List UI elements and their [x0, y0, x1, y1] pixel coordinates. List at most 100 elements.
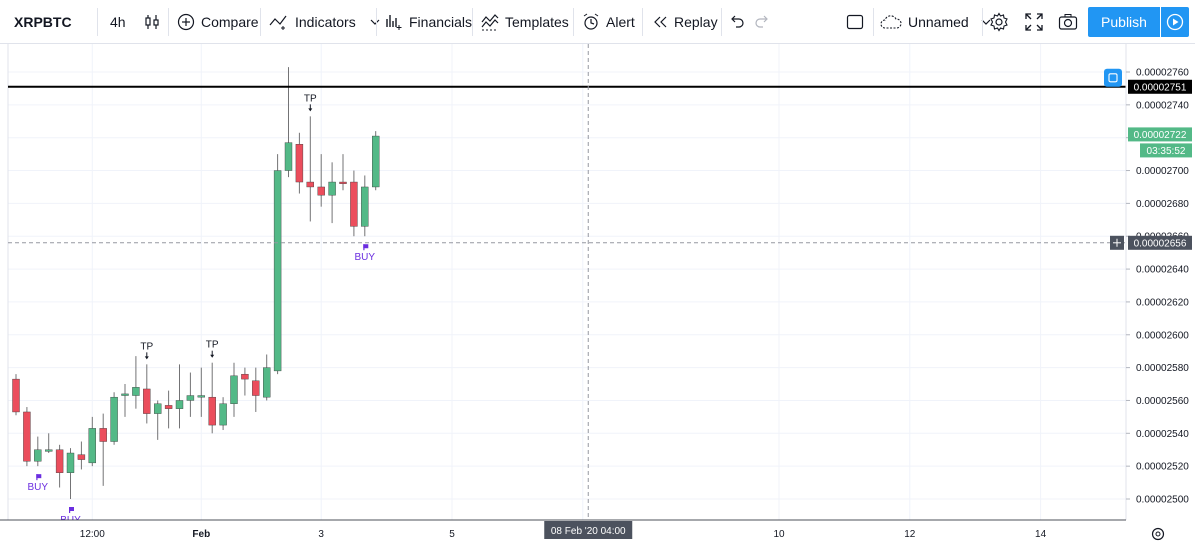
price-tick-label: 0.00002540 — [1136, 429, 1189, 440]
horizontal-line-price-label: 0.00002751 — [1134, 82, 1187, 93]
templates-button[interactable]: Templates — [481, 0, 569, 44]
redo-icon — [754, 15, 770, 29]
candle-down — [143, 388, 151, 414]
buy-flag-pole — [363, 244, 365, 251]
chart-area[interactable]: BUYBUYTPTPTPBUY 0.000027600.000027400.00… — [0, 10, 1195, 548]
alert-button[interactable]: Alert — [582, 0, 635, 44]
tp-label: TP — [206, 340, 219, 351]
buy-label: BUY — [28, 482, 49, 493]
time-tick-label: 5 — [449, 529, 455, 540]
chevron-down-icon — [981, 18, 991, 26]
candle-up — [284, 142, 293, 171]
price-tick-label: 0.00002740 — [1136, 100, 1189, 111]
candle-up — [219, 403, 227, 426]
candle-down — [252, 380, 260, 396]
candle-up — [45, 449, 53, 452]
candle-up — [121, 393, 129, 396]
candlestick-icon — [143, 13, 161, 31]
price-axis[interactable]: 0.000027600.000027400.000027200.00002700… — [1104, 44, 1195, 520]
candle-up — [34, 449, 42, 462]
financials-button[interactable]: Financials — [385, 0, 472, 44]
last-price-label: 0.00002722 — [1134, 130, 1187, 141]
candle-down — [99, 428, 107, 442]
crosshair-price-label-bg — [1128, 235, 1192, 250]
candle-down — [55, 449, 64, 473]
templates-icon — [481, 13, 499, 31]
publish-menu-button[interactable] — [1161, 7, 1189, 37]
interval-button[interactable]: 4h — [110, 0, 126, 44]
crosshair-price-label: 0.00002656 — [1134, 238, 1187, 249]
replay-label: Replay — [674, 14, 718, 30]
cloud-icon — [880, 14, 902, 30]
indicators-label: Indicators — [295, 14, 356, 30]
tp-arrow-head — [144, 356, 149, 360]
candle-down — [306, 181, 314, 188]
settings-button[interactable] — [989, 0, 1009, 44]
financials-label: Financials — [409, 14, 473, 30]
candle-up — [186, 395, 195, 401]
undo-button[interactable] — [729, 0, 745, 44]
publish-button[interactable]: Publish — [1088, 7, 1160, 37]
candle-up — [175, 400, 184, 409]
redo-button[interactable] — [754, 0, 770, 44]
overlay — [8, 44, 1126, 520]
candle-up — [132, 387, 140, 396]
buy-flag-icon — [363, 244, 369, 249]
crosshair-time-label: 08 Feb '20 04:00 — [551, 526, 626, 537]
symbol-search-button[interactable]: XRPBTC — [14, 0, 94, 44]
chart-type-button[interactable] — [143, 0, 161, 44]
candle-up — [153, 403, 162, 414]
fullscreen-select-button[interactable] — [846, 0, 864, 44]
countdown-bg — [1140, 143, 1192, 158]
tp-label: TP — [140, 341, 153, 352]
price-tick-label: 0.00002600 — [1136, 330, 1189, 341]
candle-up — [230, 375, 238, 404]
candle-down — [208, 396, 216, 426]
tp-arrow-head — [308, 108, 313, 112]
candle-down — [77, 454, 86, 460]
time-tick-label: 14 — [1035, 529, 1047, 540]
price-tick-label: 0.00002700 — [1136, 166, 1189, 177]
time-axis[interactable]: 12:00Feb35710121408 Feb '20 04:00 — [0, 10, 1195, 548]
candle-up — [263, 367, 271, 398]
price-chart[interactable]: BUYBUYTPTPTPBUY 0.000027600.000027400.00… — [0, 10, 1195, 548]
replay-button[interactable]: Replay — [652, 0, 718, 44]
indicators-icon — [269, 13, 289, 31]
top-toolbar: XRPBTC 4h Compare Indicators Financials — [0, 0, 1195, 44]
candle-up — [361, 186, 369, 227]
price-tick-label: 0.00002580 — [1136, 363, 1189, 374]
crosshair-time-bg — [544, 521, 633, 539]
publish-label: Publish — [1101, 14, 1147, 30]
compare-button[interactable]: Compare — [177, 0, 259, 44]
horizontal-line-price-label-bg — [1128, 79, 1192, 94]
candle-up — [273, 170, 282, 372]
time-tick-label: 12 — [904, 529, 916, 540]
layout-name-button[interactable]: Unnamed — [880, 0, 991, 44]
price-tick-label: 0.00002500 — [1136, 495, 1189, 506]
snapshot-button[interactable] — [1058, 0, 1078, 44]
candle-up — [328, 181, 336, 196]
tp-arrow-head — [210, 354, 215, 358]
countdown-label: 03:35:52 — [1147, 146, 1186, 157]
templates-label: Templates — [505, 14, 569, 30]
candle-down — [164, 405, 173, 409]
candle-up — [88, 428, 97, 464]
last-price-label-bg — [1128, 127, 1192, 142]
buy-flag-pole — [69, 507, 71, 513]
time-tick-label: Feb — [192, 529, 210, 540]
candle-up — [372, 135, 380, 188]
candle-up — [197, 395, 206, 398]
indicators-button[interactable]: Indicators — [269, 0, 380, 44]
candle-down — [241, 373, 249, 380]
price-tick-label: 0.00002680 — [1136, 199, 1189, 210]
time-tick-label: 10 — [773, 529, 785, 540]
time-tick-label: 3 — [318, 529, 324, 540]
plus-circle-icon — [177, 13, 195, 31]
price-tick-label: 0.00002520 — [1136, 462, 1189, 473]
fullscreen-button[interactable] — [1025, 0, 1043, 44]
time-tick-label: 12:00 — [80, 529, 105, 540]
financials-icon — [385, 13, 403, 31]
play-circle-icon — [1166, 13, 1184, 31]
grid — [7, 44, 1126, 520]
candle-down — [23, 411, 31, 462]
